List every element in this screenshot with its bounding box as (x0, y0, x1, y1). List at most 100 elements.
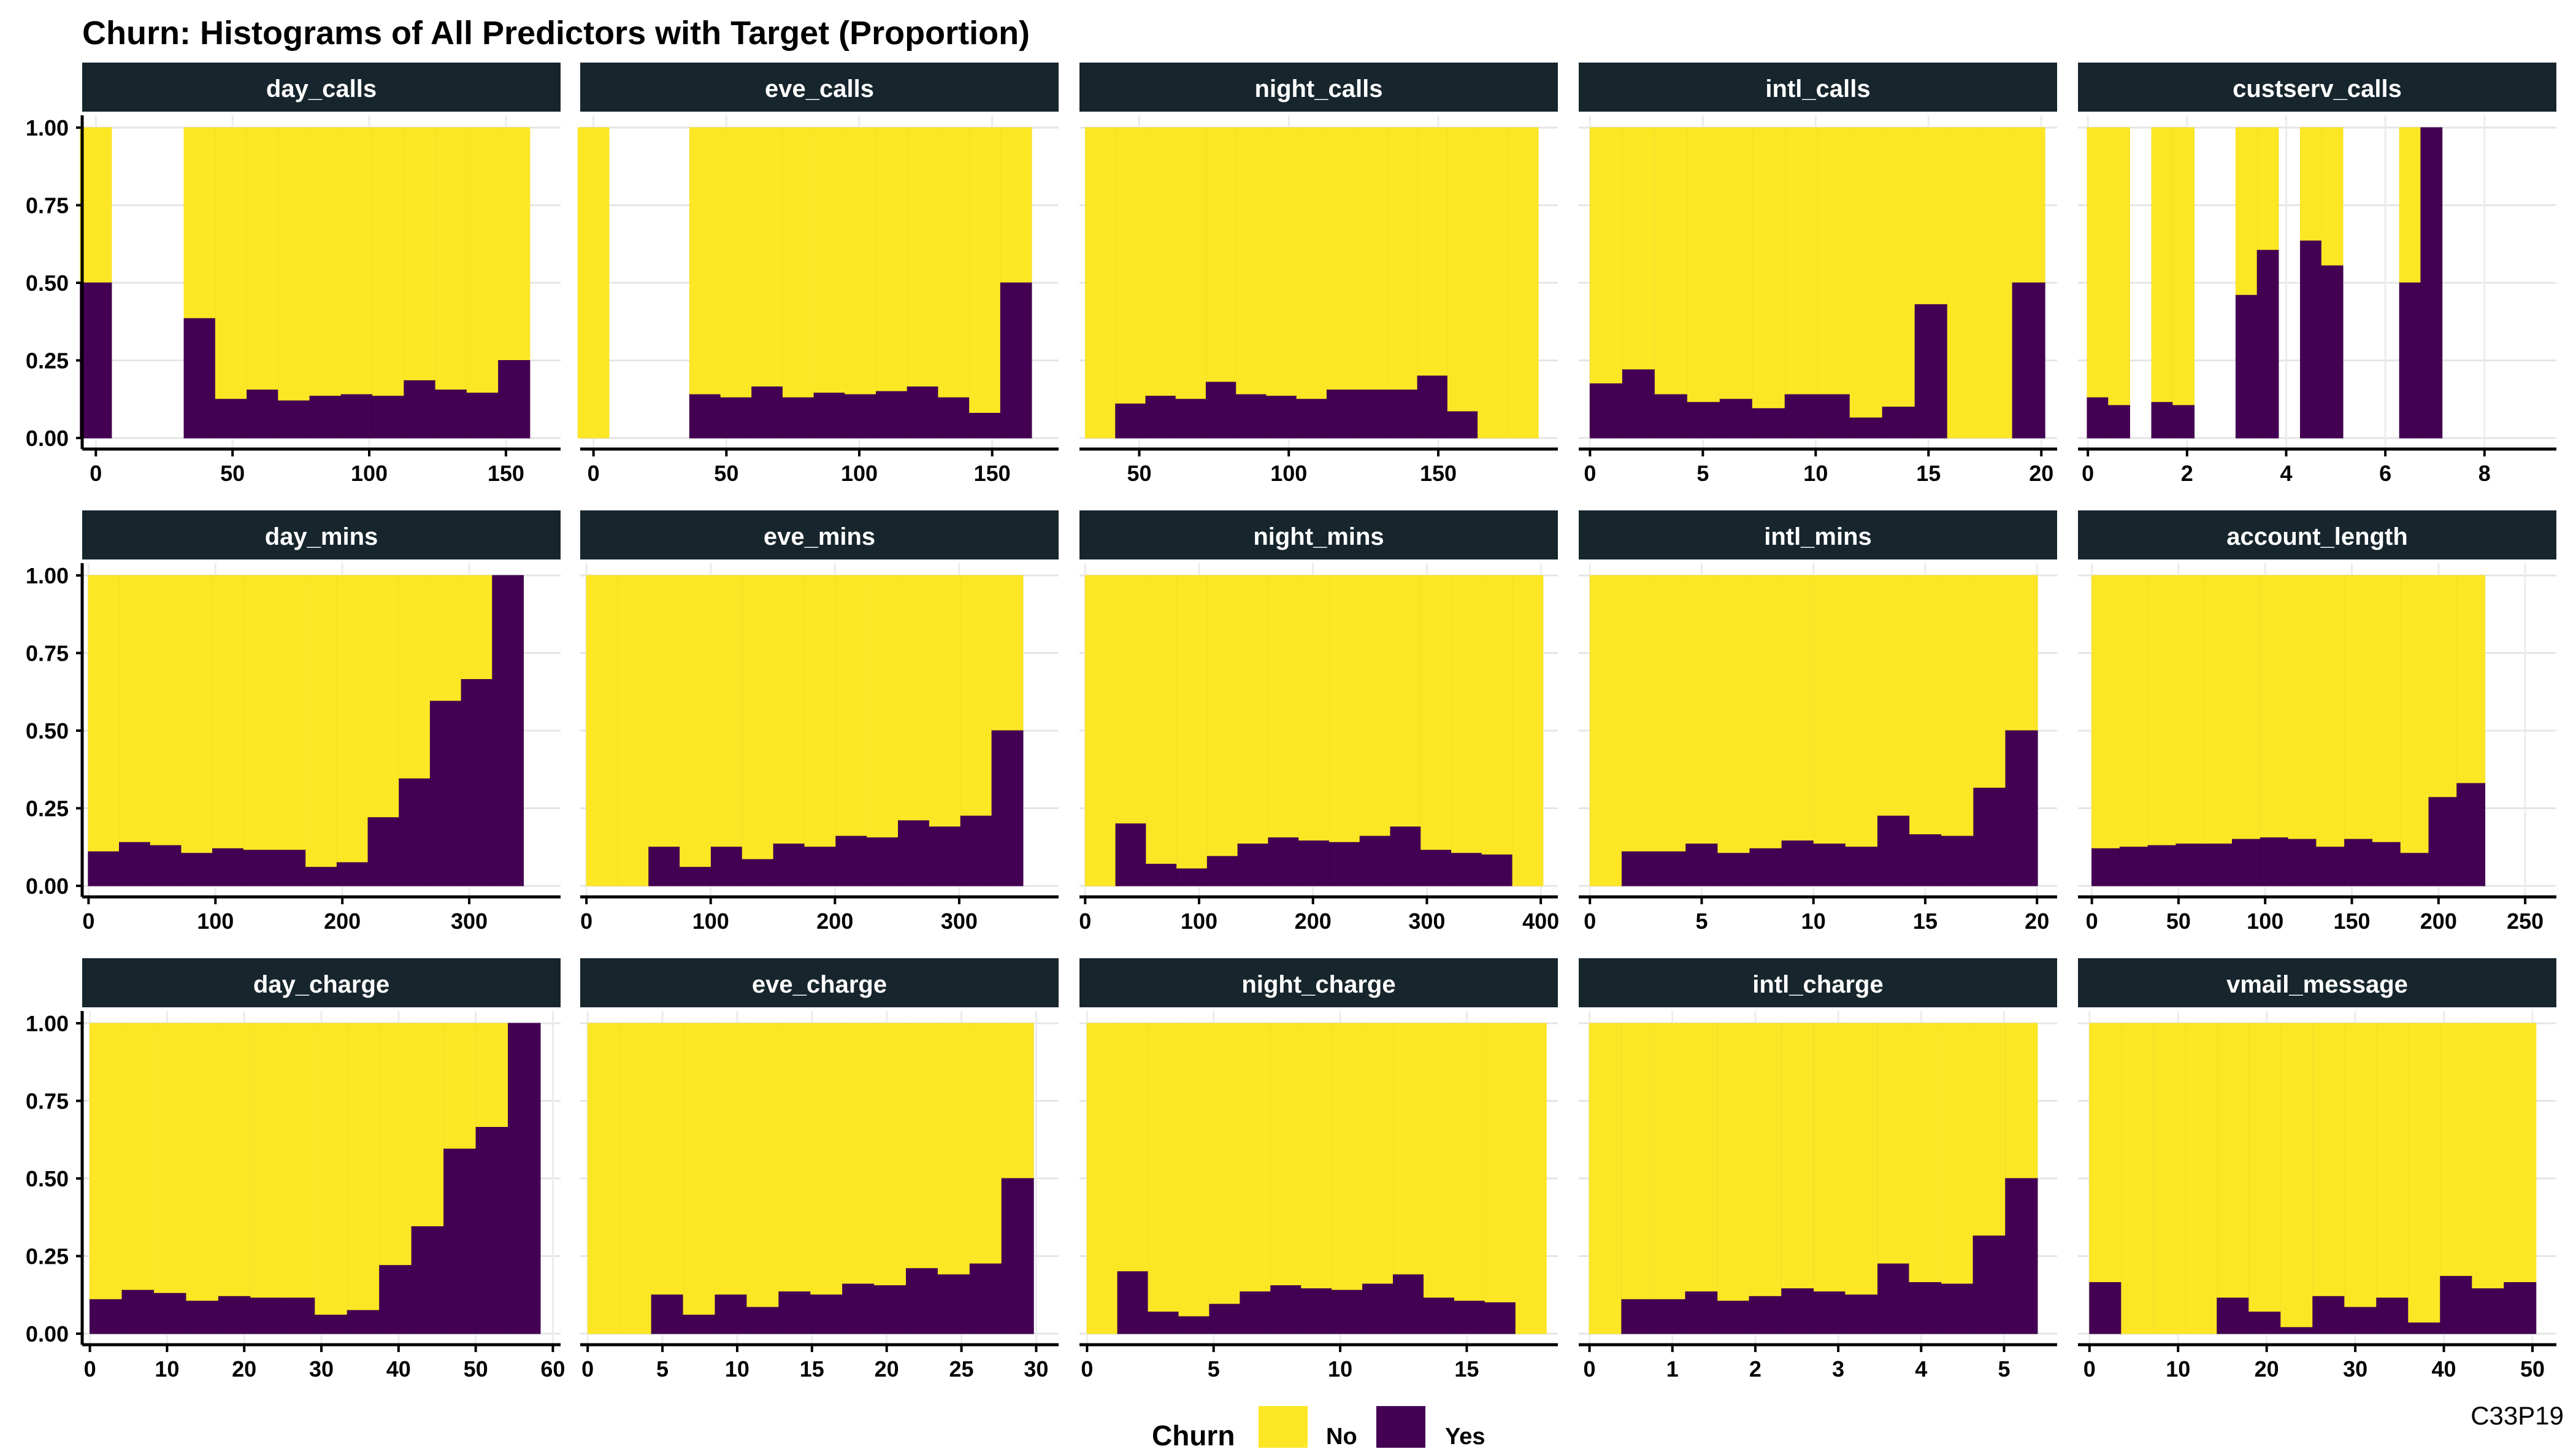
x-tick-label: 200 (816, 909, 853, 934)
bar-yes-custserv_calls-6 (2300, 240, 2322, 439)
bar-no-day_calls-4 (278, 127, 310, 401)
bar-yes-vmail_message-10 (2408, 1322, 2441, 1334)
bar-yes-intl_calls-0 (1589, 383, 1623, 439)
bar-no-eve_charge-10 (905, 1023, 938, 1269)
x-tick-label: 30 (2343, 1356, 2367, 1382)
bar-no-eve_charge-4 (715, 1023, 748, 1296)
x-tick-label: 100 (351, 461, 388, 486)
strip-day_calls (82, 63, 561, 112)
bar-no-eve_calls-9 (938, 127, 970, 398)
bar-yes-intl_mins-6 (1781, 840, 1814, 886)
bar-yes-day_mins-0 (88, 851, 120, 886)
strip-label-day_charge: day_charge (253, 971, 389, 998)
bar-yes-account_length-8 (2316, 847, 2345, 886)
strip-label-vmail_message: vmail_message (2226, 971, 2408, 998)
bar-no-intl_charge-6 (1781, 1023, 1814, 1289)
bar-yes-eve_calls-3 (751, 386, 783, 439)
bar-yes-custserv_calls-7 (2321, 265, 2344, 439)
bar-no-night_mins-12 (1451, 575, 1482, 854)
bar-no-eve_charge-2 (651, 1023, 684, 1296)
bar-no-night_calls-14 (1508, 127, 1539, 439)
bar-no-intl_calls-12 (1979, 127, 2013, 439)
bar-yes-day_charge-3 (186, 1301, 219, 1334)
bar-no-intl_mins-5 (1749, 575, 1782, 849)
bar-no-night_charge-2 (1148, 1023, 1179, 1313)
bar-no-night_mins-9 (1359, 575, 1391, 837)
x-tick-label: 50 (220, 461, 245, 486)
bar-yes-eve_mins-12 (960, 815, 992, 886)
panel-night_mins: night_mins 0 100 200 300 400 (1079, 510, 1559, 934)
bar-no-night_mins-5 (1237, 575, 1269, 845)
chart-title: Churn: Histograms of All Predictors with… (82, 15, 1030, 52)
strip-label-day_mins: day_mins (265, 523, 378, 550)
bar-yes-day_charge-7 (315, 1315, 348, 1334)
bar-yes-night_calls-5 (1236, 394, 1267, 439)
y-tick-label: 0.50 (26, 1166, 69, 1191)
bar-yes-day_calls-4 (278, 400, 310, 439)
bar-yes-intl_mins-7 (1813, 844, 1846, 886)
x-tick-label: 25 (949, 1356, 974, 1382)
x-tick-label: 2 (1749, 1356, 1761, 1382)
bar-no-intl_calls-1 (1622, 127, 1655, 371)
strip-label-intl_mins: intl_mins (1764, 523, 1872, 550)
bar-yes-account_length-5 (2232, 839, 2261, 886)
strip-night_calls (1079, 63, 1558, 112)
bar-no-intl_calls-2 (1654, 127, 1688, 395)
bar-yes-day_mins-8 (336, 862, 369, 886)
bar-no-night_calls-0 (1085, 127, 1116, 439)
bar-no-intl_charge-1 (1621, 1023, 1654, 1300)
bar-no-eve_charge-12 (969, 1023, 1002, 1264)
bar-no-eve_mins-3 (680, 575, 711, 868)
bar-yes-night_charge-3 (1178, 1316, 1210, 1334)
bar-yes-intl_charge-5 (1749, 1296, 1782, 1334)
bar-no-intl_charge-4 (1717, 1023, 1750, 1302)
bar-yes-intl_charge-3 (1685, 1291, 1718, 1334)
bar-yes-day_mins-10 (399, 778, 431, 886)
bar-no-day_charge-7 (315, 1023, 348, 1316)
x-tick-label: 200 (324, 909, 361, 934)
panel-day_charge: day_charge 0.00 0.25 0.50 0.75 1.00 0 10 20 30 40 5… (26, 958, 565, 1382)
x-tick-label: 30 (309, 1356, 334, 1382)
panel-night_charge: night_charge 0 5 10 15 (1079, 958, 1558, 1382)
bar-no-intl_calls-8 (1849, 127, 1883, 418)
bar-yes-intl_calls-1 (1622, 369, 1655, 439)
bar-no-night_mins-14 (1512, 575, 1544, 886)
strip-night_charge (1079, 958, 1558, 1007)
panel-day_calls: day_calls 0.00 0.25 0.50 0.75 1.00 0 50 100 150 (26, 63, 561, 486)
strip-day_mins (82, 510, 561, 559)
bar-no-intl_mins-4 (1717, 575, 1750, 854)
bar-yes-day_calls-11 (498, 360, 531, 439)
legend-key-no (1259, 1406, 1308, 1448)
bar-no-custserv_calls-0 (2087, 127, 2109, 398)
bar-yes-intl_calls-10 (1914, 304, 1948, 439)
bar-no-vmail_message-9 (2376, 1023, 2409, 1299)
bar-no-night_charge-4 (1209, 1023, 1241, 1305)
bar-yes-vmail_message-7 (2312, 1296, 2345, 1334)
bar-no-eve_calls-8 (907, 127, 939, 388)
bar-yes-account_length-1 (2119, 847, 2149, 886)
bar-yes-account_length-12 (2428, 797, 2458, 886)
panel-vmail_message: vmail_message 0 10 20 30 40 50 (2078, 958, 2556, 1382)
bar-yes-day_mins-12 (461, 679, 493, 886)
bar-yes-eve_charge-6 (778, 1291, 811, 1334)
bar-yes-night_calls-12 (1447, 411, 1479, 439)
bar-no-day_calls-6 (340, 127, 374, 395)
strip-label-night_charge: night_charge (1241, 971, 1395, 998)
bar-yes-day_mins-1 (119, 842, 151, 886)
bar-no-eve_mins-9 (867, 575, 899, 839)
bar-no-intl_calls-11 (1947, 127, 1980, 439)
y-tick-label: 0.50 (26, 718, 69, 744)
x-tick-label: 20 (2255, 1356, 2279, 1382)
bar-no-day_calls-3 (247, 127, 279, 391)
bar-yes-day_mins-2 (150, 845, 182, 886)
panel-eve_charge: eve_charge 0 5 10 15 20 25 30 (580, 958, 1059, 1382)
bar-yes-intl_mins-11 (1941, 836, 1974, 886)
x-tick-label: 0 (581, 1356, 594, 1382)
bar-no-night_calls-8 (1326, 127, 1358, 391)
strip-label-account_length: account_length (2226, 523, 2408, 550)
bar-no-night_calls-13 (1478, 127, 1509, 439)
x-tick-label: 150 (488, 461, 524, 486)
bar-yes-intl_calls-5 (1752, 408, 1785, 439)
bar-no-day_calls-8 (404, 127, 436, 381)
bar-yes-intl_calls-6 (1784, 394, 1818, 439)
